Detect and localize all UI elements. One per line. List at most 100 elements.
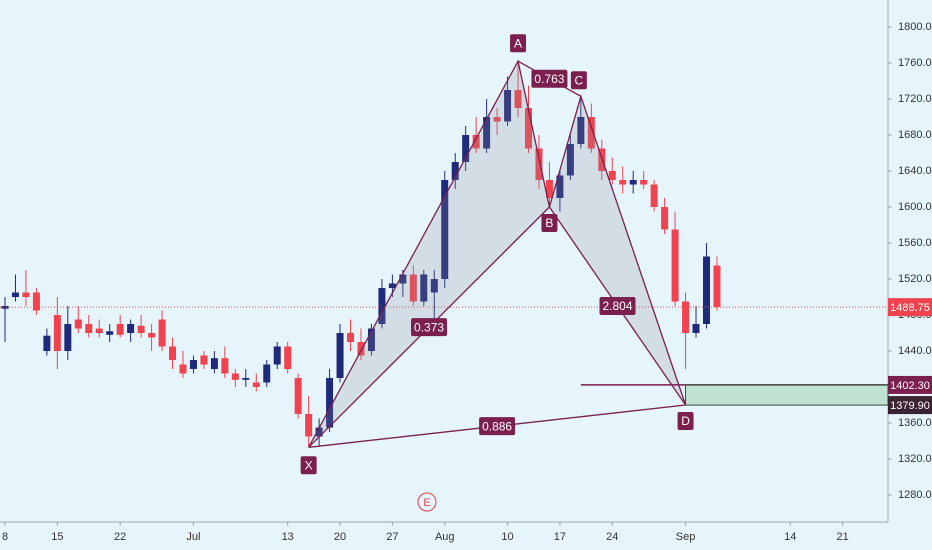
point-label: D (681, 414, 690, 428)
candle-body (242, 378, 250, 380)
price-label: 1488.75 (890, 302, 930, 314)
zone-box (685, 384, 889, 406)
x-tick-label: 24 (606, 531, 618, 543)
candle-body (127, 324, 135, 333)
point-label-box (541, 214, 558, 232)
price-label: 1402.30 (890, 380, 930, 392)
candle-body (336, 333, 344, 378)
point-label: C (575, 73, 584, 87)
candle-body (22, 292, 30, 297)
ratio-label-box (411, 318, 448, 337)
price-label-box (888, 375, 932, 394)
candle-body (399, 274, 407, 284)
x-tick-label: Aug (435, 531, 455, 543)
candle-body (53, 315, 61, 351)
candle-body (472, 135, 480, 149)
x-tick-label: 22 (114, 531, 126, 543)
candle-body (682, 301, 690, 333)
point-label: A (514, 36, 522, 50)
y-tick-label: 1680.00 (898, 129, 932, 141)
candle-body (95, 328, 103, 333)
candle-body (525, 108, 532, 149)
candle-body (608, 171, 616, 180)
candle-body (189, 360, 197, 369)
ratio-label-box (531, 69, 568, 88)
candle-body (420, 274, 428, 302)
candle-body (148, 333, 156, 338)
candle-body (1, 306, 9, 309)
y-tick-label: 1360.00 (898, 417, 932, 429)
candle-body (284, 346, 292, 369)
point-label: B (545, 216, 553, 230)
candle-body (347, 333, 355, 342)
x-tick-label: 15 (51, 531, 63, 543)
candle-body (629, 180, 637, 185)
candle-body (179, 364, 187, 374)
candle-body (367, 328, 375, 351)
candle-body (158, 319, 166, 347)
candle-body (388, 283, 396, 288)
x-tick-label: 21 (836, 531, 848, 543)
candle-body (587, 117, 595, 149)
x-tick-label: 8 (2, 531, 8, 543)
x-tick-label: Jul (186, 531, 200, 543)
candle-body (514, 90, 522, 108)
ratio-label-box (479, 417, 516, 436)
candle-body (263, 364, 271, 383)
ratio-label: 2.804 (602, 299, 632, 313)
y-tick-label: 1440.00 (898, 345, 932, 357)
point-label: X (305, 458, 313, 472)
candle-body (43, 335, 51, 351)
candle-body (116, 324, 124, 335)
candle-body (650, 184, 658, 207)
x-tick-label: 10 (501, 531, 513, 543)
y-tick-label: 1760.00 (898, 57, 932, 69)
candle-body (692, 324, 700, 333)
candle-body (713, 265, 721, 308)
candle-body (640, 180, 648, 185)
x-tick-label: Sep (676, 531, 696, 543)
candle-body (451, 162, 459, 180)
event-marker-label: E (423, 497, 430, 509)
price-label-box (888, 298, 932, 317)
candle-body (504, 90, 512, 122)
candle-body (326, 378, 334, 428)
point-label-box (677, 412, 694, 430)
candle-body (231, 373, 239, 380)
candle-body (315, 427, 323, 437)
candle-body (11, 292, 19, 297)
candle-body (430, 279, 438, 293)
candle-body (74, 319, 82, 329)
candle-body (169, 346, 177, 360)
candle-body (671, 229, 679, 302)
y-tick-label: 1800.00 (898, 21, 932, 33)
candle-body (661, 207, 669, 230)
candle-body (200, 355, 208, 365)
x-tick-label: 14 (784, 531, 796, 543)
y-tick-label: 1600.00 (898, 201, 932, 213)
y-tick-label: 1720.00 (898, 93, 932, 105)
candle-body (210, 358, 218, 369)
candle-body (619, 180, 627, 185)
candle-body (305, 414, 313, 437)
point-label-box (300, 456, 317, 475)
candle-body (85, 324, 93, 333)
candle-body (252, 382, 260, 387)
ratio-label: 0.373 (414, 320, 444, 334)
price-label: 1379.90 (890, 400, 930, 412)
candle-body (702, 256, 710, 324)
candle-body (378, 288, 386, 324)
candle-body (357, 342, 365, 356)
candle-body (441, 180, 449, 279)
candle-body (577, 117, 585, 144)
point-label-box (570, 71, 587, 90)
y-tick-label: 1520.00 (898, 273, 932, 285)
x-tick-label: 17 (554, 531, 566, 543)
candle-body (483, 117, 491, 149)
y-tick-label: 1320.00 (898, 453, 932, 465)
candle-body (566, 144, 574, 176)
candle-body (273, 346, 281, 365)
